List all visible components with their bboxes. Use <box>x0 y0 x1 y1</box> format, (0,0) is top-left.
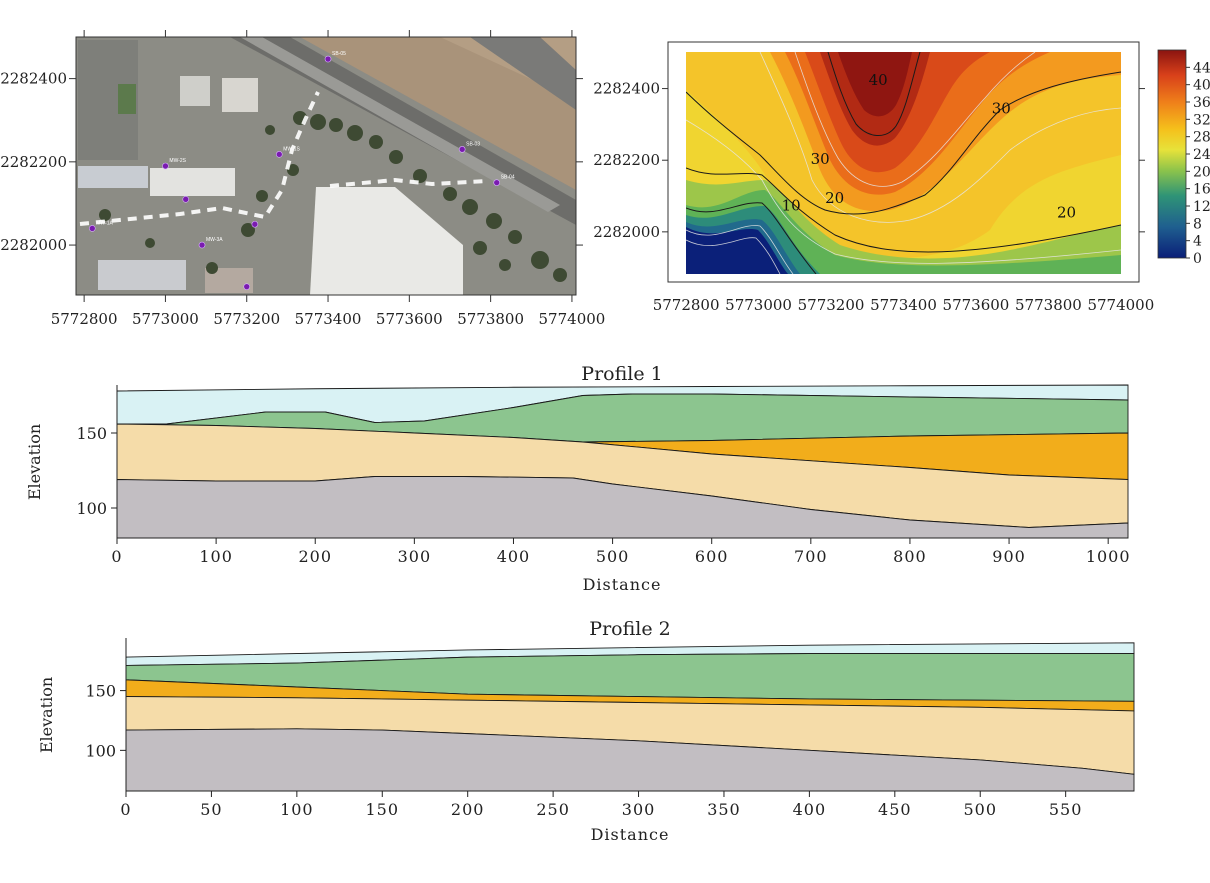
contour-y-tick-label: 2282200 <box>593 151 660 169</box>
profile-2-x-tick-label: 550 <box>1049 800 1083 819</box>
sample-point-label: MW-1S <box>283 146 300 152</box>
sample-point-label: MW-2S <box>169 158 186 164</box>
sample-point <box>162 162 169 170</box>
profile-2-x-tick-label: 250 <box>536 800 570 819</box>
map-x-tick-label: 5773400 <box>295 310 362 328</box>
sample-point <box>88 225 96 232</box>
map-y-tick-label: 2282000 <box>0 236 67 254</box>
profile-2-x-tick-label: 100 <box>280 800 314 819</box>
sample-point-label: MW-1A <box>96 220 113 226</box>
profile-2-x-tick-label: 200 <box>451 800 485 819</box>
profile-2-x-tick-label: 350 <box>707 800 741 819</box>
profile-1-title: Profile 1 <box>581 363 662 385</box>
contour-x-tick-label: 5774000 <box>1087 296 1154 314</box>
contour-x-tick-label: 5773200 <box>798 296 865 314</box>
contour-x-tick-label: 5773600 <box>943 296 1010 314</box>
contour-y-tick-label: 2282000 <box>593 223 660 241</box>
contour-line-label: 40 <box>869 71 888 89</box>
colorbar-tick-label: 12 <box>1193 199 1210 215</box>
contour-x-tick-label: 5773400 <box>870 296 937 314</box>
profile-1-y-tick-label: 100 <box>76 499 107 518</box>
sample-point <box>243 283 251 290</box>
colorbar <box>1157 49 1187 259</box>
profile-1-x-tick-label: 0 <box>111 547 122 566</box>
profile-1-x-tick-label: 500 <box>596 547 630 566</box>
map-y-tick-label: 2282200 <box>0 153 67 171</box>
profile-2-title: Profile 2 <box>589 618 670 640</box>
profile-2-xlabel: Distance <box>591 825 670 844</box>
profile-1-x-tick-label: 300 <box>398 547 432 566</box>
profile-1-x-tick-label: 800 <box>893 547 927 566</box>
map-x-tick-label: 5773600 <box>376 310 443 328</box>
contour-line-label: 10 <box>782 196 801 214</box>
site-map-chart: 5772800 5773000 5773200 5773400 5773600 57738… <box>0 30 606 328</box>
contour-line-label: 30 <box>992 100 1011 118</box>
profile-1-xlabel: Distance <box>583 575 662 594</box>
profile-1-x-tick-label: 200 <box>298 547 332 566</box>
profile-1-layer <box>116 476 1129 539</box>
sample-point <box>458 146 466 153</box>
map-x-tick-label: 5772800 <box>51 310 118 328</box>
map-x-tick-label: 5773000 <box>132 310 199 328</box>
contour-x-tick-label: 5773800 <box>1015 296 1082 314</box>
sample-point <box>182 195 190 203</box>
map-y-tick-label: 2282400 <box>0 70 67 88</box>
profile-2-x-tick-label: 0 <box>120 800 131 819</box>
profile-2-x-tick-label: 50 <box>200 800 222 819</box>
profile-1-x-tick-label: 900 <box>992 547 1026 566</box>
profile-1-x-tick-label: 1000 <box>1086 547 1131 566</box>
profile-1-y-tick-label: 150 <box>76 424 107 443</box>
sample-point <box>324 55 332 63</box>
contour-y-tick-label: 2282400 <box>593 80 660 98</box>
aerial-image <box>76 37 576 295</box>
sample-point-label: SB-03 <box>466 141 480 147</box>
contour-line-label: 20 <box>825 189 844 207</box>
colorbar-tick-label: 44 <box>1193 60 1210 76</box>
profile-1-x-tick-label: 100 <box>199 547 233 566</box>
colorbar-tick-label: 24 <box>1193 147 1210 163</box>
profile-2-x-tick-label: 400 <box>793 800 827 819</box>
colorbar-tick-label: 0 <box>1193 251 1202 267</box>
profile-2-x-tick-label: 450 <box>878 800 912 819</box>
colorbar-tick-label: 16 <box>1193 182 1210 198</box>
map-x-tick-label: 5773200 <box>213 310 280 328</box>
map-x-tick-label: 5773800 <box>457 310 524 328</box>
sample-point-label: SB-05 <box>332 51 346 57</box>
colorbar-tick-label: 4 <box>1193 234 1202 250</box>
map-x-tick-label: 5774000 <box>539 310 606 328</box>
profile-2-y-tick-label: 150 <box>85 682 116 701</box>
sample-point-label: MW-3A <box>206 237 223 243</box>
contour-line-label: 30 <box>811 150 830 168</box>
profile-1-ylabel: Elevation <box>25 424 44 500</box>
sample-point <box>275 151 283 158</box>
profile-1-x-tick-label: 600 <box>695 547 729 566</box>
colorbar-tick-label: 36 <box>1193 95 1210 111</box>
profile-1-x-tick-label: 400 <box>497 547 531 566</box>
profile-1-chart: Profile 1 0 100 200 300 400 500 600 700 800 900 10… <box>25 363 1131 594</box>
contour-x-tick-label: 5772800 <box>653 296 720 314</box>
contour-line-label: 20 <box>1057 204 1076 222</box>
sample-point <box>493 179 501 186</box>
colorbar-tick-label: 40 <box>1193 78 1210 94</box>
colorbar-tick-label: 28 <box>1193 130 1210 146</box>
contour-field <box>686 52 1121 274</box>
sample-point <box>198 241 206 249</box>
sample-point-label: SB-04 <box>501 175 515 181</box>
profile-2-chart: Profile 2 0 50 100 150 200 250 300 350 400 450 500… <box>37 618 1135 844</box>
profile-2-ylabel: Elevation <box>37 677 56 753</box>
colorbar-tick-label: 8 <box>1193 216 1202 232</box>
colorbar-tick-label: 20 <box>1193 164 1210 180</box>
profile-2-x-tick-label: 500 <box>963 800 997 819</box>
sample-point <box>251 220 259 228</box>
profile-1-x-tick-label: 700 <box>794 547 828 566</box>
profile-2-x-tick-label: 300 <box>622 800 656 819</box>
profile-2-y-tick-label: 100 <box>85 741 116 760</box>
contour-x-tick-label: 5773000 <box>725 296 792 314</box>
colorbar-tick-label: 32 <box>1193 112 1210 128</box>
profile-2-x-tick-label: 150 <box>365 800 399 819</box>
